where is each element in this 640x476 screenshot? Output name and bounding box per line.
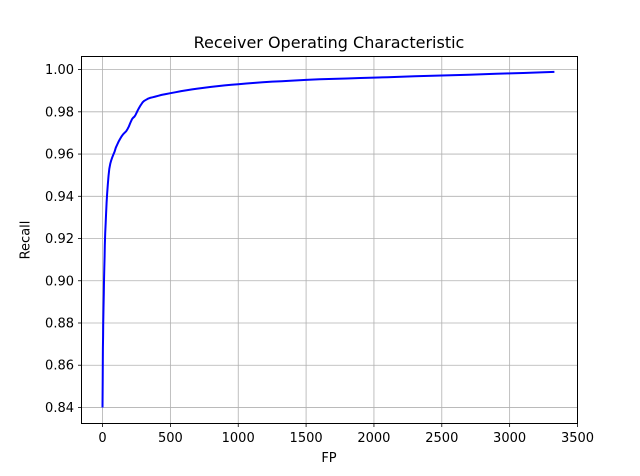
- chart-title: Receiver Operating Characteristic: [193, 33, 465, 52]
- x-axis-label: FP: [321, 451, 337, 466]
- plot-area: [81, 56, 578, 424]
- x-tick-label: 2000: [357, 431, 390, 446]
- tick-labels: 0 500 1000 1500 2000 2500 3000 3500 0.84 0.86 0.88…: [45, 63, 594, 446]
- tick-marks: [78, 69, 578, 427]
- y-axis-label: Recall: [18, 220, 34, 260]
- y-tick-label: 0.96: [45, 148, 74, 163]
- x-tick-label: 0: [98, 431, 106, 446]
- roc-curve-line: [101, 70, 555, 408]
- x-tick-label: 1500: [290, 431, 323, 446]
- y-tick-label: 1.00: [45, 63, 74, 78]
- x-tick-label: 3000: [493, 431, 526, 446]
- x-tick-label: 2500: [425, 431, 458, 446]
- y-tick-label: 0.86: [45, 359, 74, 374]
- y-tick-label: 0.98: [45, 105, 74, 120]
- y-tick-label: 0.94: [45, 190, 74, 205]
- x-tick-label: 3500: [561, 431, 594, 446]
- y-tick-label: 0.92: [45, 232, 74, 247]
- y-tick-label: 0.84: [45, 401, 74, 416]
- x-tick-label: 1000: [222, 431, 255, 446]
- y-tick-label: 0.88: [45, 317, 74, 332]
- plot-border: [81, 56, 578, 424]
- y-tick-label: 0.90: [45, 274, 74, 289]
- x-tick-label: 500: [158, 431, 183, 446]
